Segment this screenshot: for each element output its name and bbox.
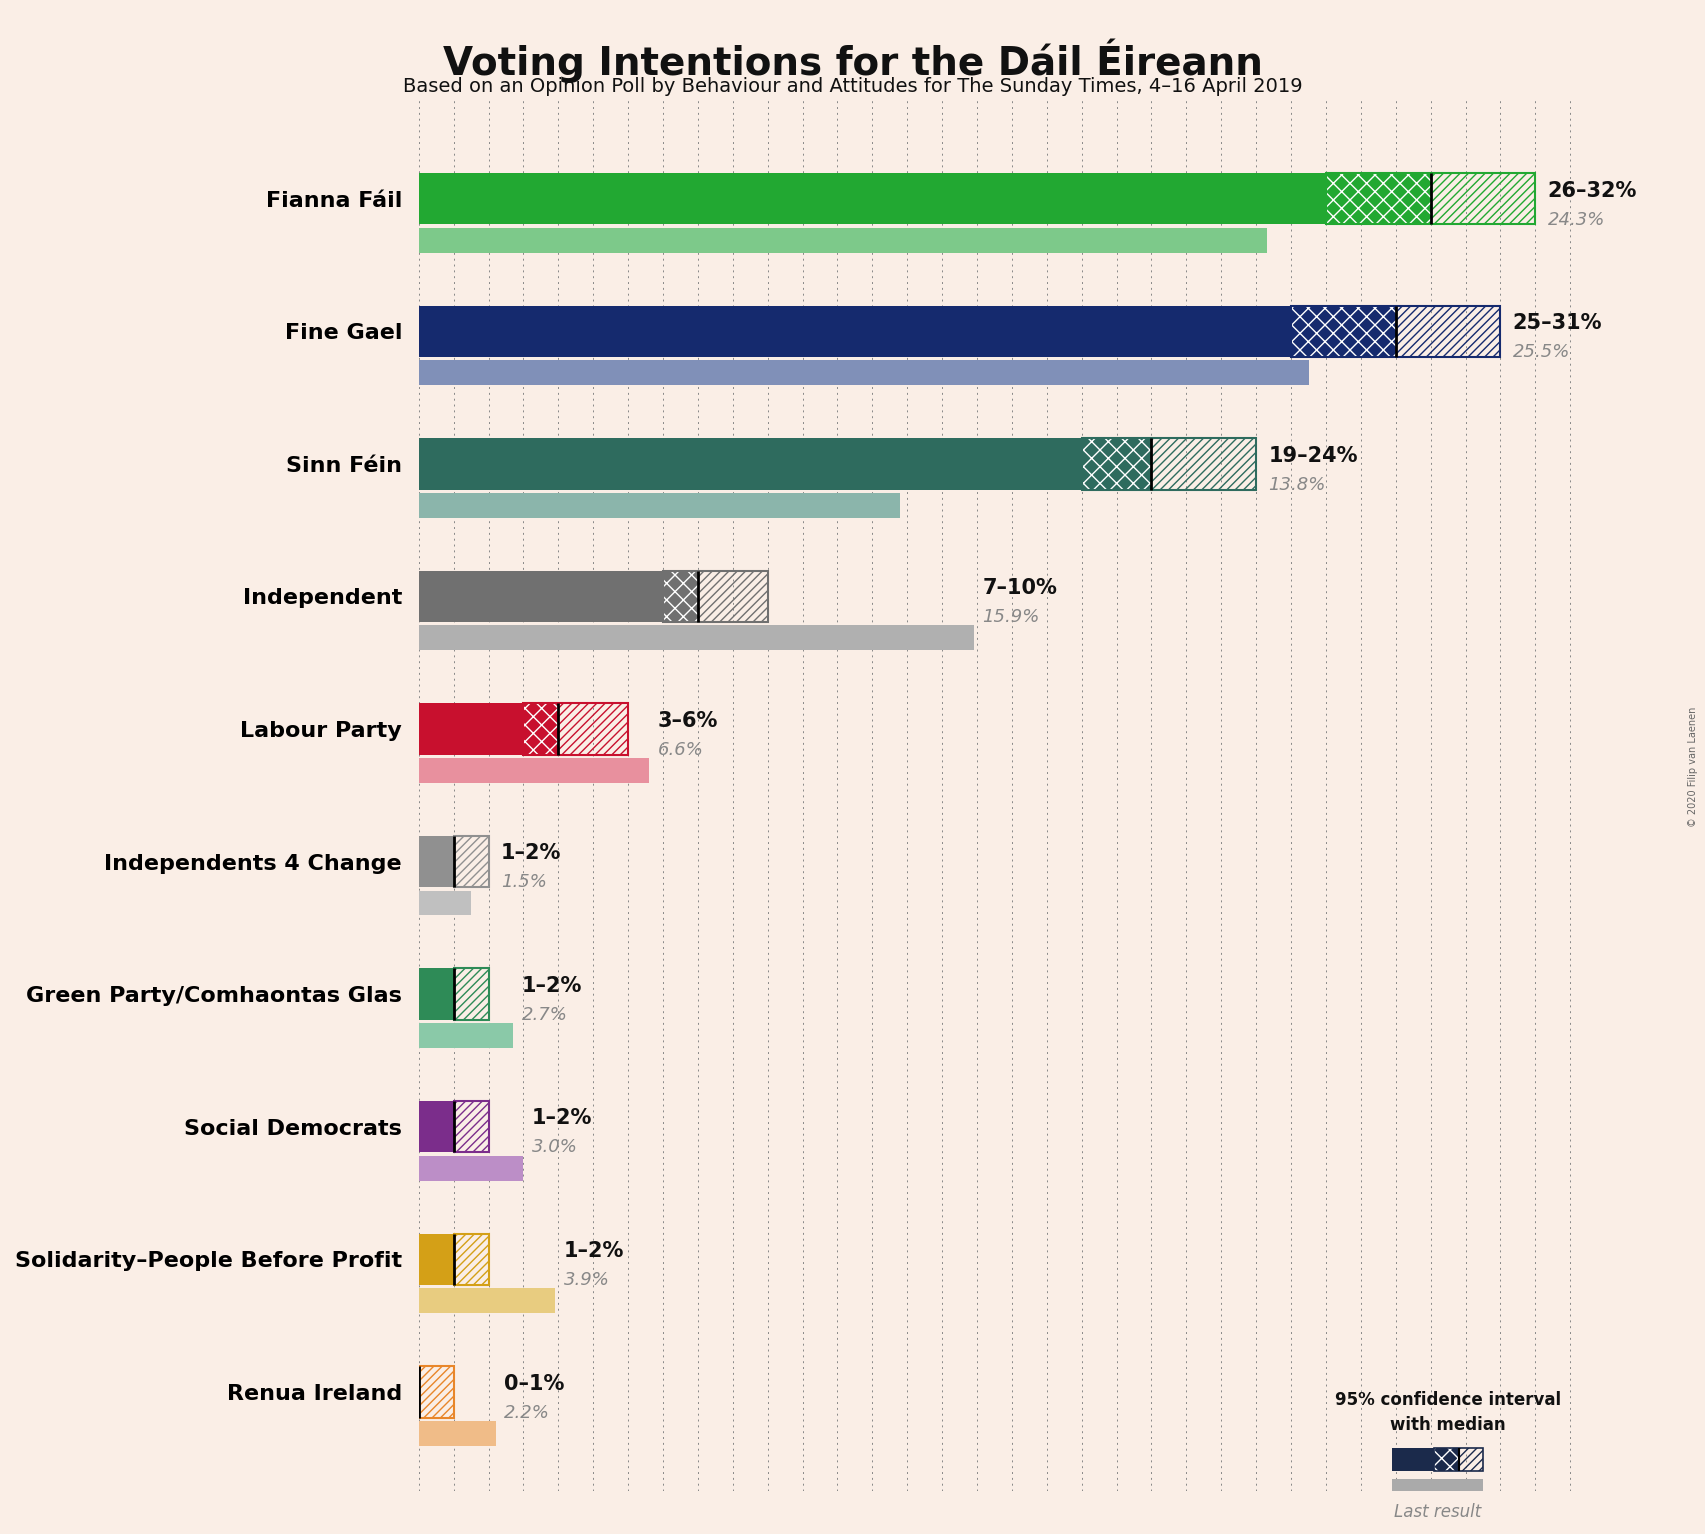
Bar — [558, 704, 627, 755]
Text: 3.0%: 3.0% — [532, 1138, 578, 1157]
Text: 1–2%: 1–2% — [522, 976, 581, 996]
Bar — [663, 571, 697, 623]
Bar — [419, 968, 454, 1020]
Bar — [419, 1101, 454, 1152]
Text: 2.2%: 2.2% — [505, 1404, 551, 1422]
Bar — [454, 1233, 489, 1285]
Bar — [1151, 439, 1257, 489]
Bar — [1434, 1448, 1458, 1471]
Bar — [1430, 173, 1534, 224]
Text: 15.9%: 15.9% — [982, 607, 1040, 626]
Text: 25–31%: 25–31% — [1512, 313, 1603, 333]
Text: Last result: Last result — [1395, 1503, 1482, 1520]
Bar — [419, 439, 1081, 489]
Bar — [419, 1289, 554, 1313]
Bar — [454, 836, 489, 887]
Bar — [419, 626, 974, 650]
Text: 1–2%: 1–2% — [501, 844, 561, 864]
Bar — [1081, 439, 1151, 489]
Bar — [1291, 305, 1500, 357]
Bar — [454, 1101, 489, 1152]
Bar — [419, 704, 523, 755]
Bar — [419, 1367, 454, 1417]
Bar — [697, 571, 767, 623]
Bar — [419, 571, 663, 623]
Bar — [454, 968, 489, 1020]
Bar — [1396, 305, 1500, 357]
Bar — [419, 1155, 523, 1181]
Bar — [454, 1233, 489, 1285]
Text: 7–10%: 7–10% — [982, 578, 1057, 598]
Text: © 2020 Filip van Laenen: © 2020 Filip van Laenen — [1688, 707, 1698, 827]
Bar — [1081, 439, 1257, 489]
Text: 95% confidence interval
with median: 95% confidence interval with median — [1335, 1391, 1562, 1434]
Bar — [419, 173, 1326, 224]
Bar — [1458, 1448, 1483, 1471]
Bar — [1326, 173, 1430, 224]
Bar — [1393, 1479, 1483, 1491]
Bar — [419, 1233, 454, 1285]
Bar — [419, 305, 1291, 357]
Bar — [454, 968, 489, 1020]
Text: 3.9%: 3.9% — [564, 1272, 609, 1289]
Text: Based on an Opinion Poll by Behaviour and Attitudes for The Sunday Times, 4–16 A: Based on an Opinion Poll by Behaviour an… — [402, 77, 1303, 95]
Bar — [523, 704, 627, 755]
Bar — [419, 891, 471, 916]
Text: 1.5%: 1.5% — [501, 873, 547, 891]
Bar — [419, 758, 650, 782]
Text: 25.5%: 25.5% — [1512, 344, 1570, 360]
Bar — [1291, 305, 1396, 357]
Text: 2.7%: 2.7% — [522, 1006, 568, 1023]
Text: 26–32%: 26–32% — [1548, 181, 1637, 201]
Text: 0–1%: 0–1% — [505, 1373, 564, 1393]
Bar — [454, 836, 489, 887]
Bar — [419, 492, 900, 518]
Bar — [663, 571, 767, 623]
Text: Voting Intentions for the Dáil Éireann: Voting Intentions for the Dáil Éireann — [443, 38, 1262, 83]
Bar — [419, 360, 1308, 385]
Bar — [454, 1101, 489, 1152]
Bar — [419, 227, 1267, 253]
Bar — [523, 704, 558, 755]
Bar — [1326, 173, 1534, 224]
Bar — [419, 1023, 513, 1048]
Text: 24.3%: 24.3% — [1548, 210, 1604, 229]
Bar — [419, 1420, 496, 1445]
Bar — [419, 1367, 454, 1417]
Bar — [1393, 1448, 1434, 1471]
Text: 1–2%: 1–2% — [564, 1241, 624, 1261]
Text: 3–6%: 3–6% — [658, 710, 718, 730]
Bar — [419, 836, 454, 887]
Text: 1–2%: 1–2% — [532, 1109, 593, 1129]
Text: 6.6%: 6.6% — [658, 741, 704, 759]
Text: 13.8%: 13.8% — [1269, 476, 1326, 494]
Bar — [1434, 1448, 1483, 1471]
Text: 19–24%: 19–24% — [1269, 446, 1357, 466]
